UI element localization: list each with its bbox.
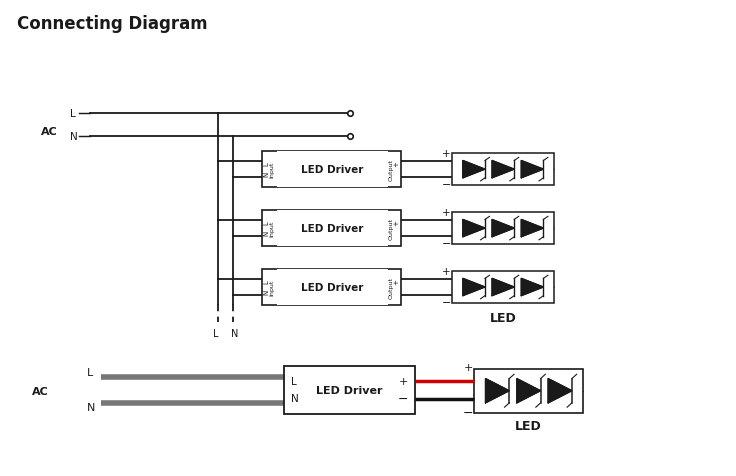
Polygon shape [492,279,514,296]
Text: N: N [70,132,78,142]
Text: LED Driver: LED Driver [301,282,364,292]
Polygon shape [463,220,485,237]
Polygon shape [492,161,514,178]
Text: LED: LED [515,419,542,432]
Bar [277,211,389,246]
Text: −: − [397,392,408,406]
Polygon shape [463,161,485,178]
Bar [262,211,401,246]
Text: LED Driver: LED Driver [301,224,364,234]
Polygon shape [517,379,541,403]
Text: Input: Input [269,162,274,178]
Polygon shape [548,379,572,403]
Text: LED Driver: LED Driver [301,165,364,175]
Text: L: L [263,279,269,283]
Text: L: L [291,376,297,386]
Text: L: L [213,328,219,338]
Text: +: + [394,219,400,226]
Bar [284,366,416,415]
Text: +: + [399,376,408,386]
Polygon shape [486,379,509,403]
Polygon shape [463,279,485,296]
Text: Input: Input [269,279,274,296]
Text: N: N [263,172,269,177]
Text: −: − [463,407,473,419]
Text: Connecting Diagram: Connecting Diagram [18,15,208,32]
Polygon shape [521,161,543,178]
Bar [452,154,554,186]
Text: N: N [263,289,269,295]
Text: +: + [464,363,473,373]
Bar [262,270,401,305]
Text: +: + [394,278,400,284]
Text: N: N [231,328,238,338]
Text: N: N [263,231,269,236]
Text: L: L [70,109,76,119]
Text: N: N [87,402,95,412]
Bar [474,369,584,413]
Text: L: L [263,162,269,166]
Text: L: L [87,367,93,377]
Text: +: + [394,161,400,167]
Text: +: + [442,149,450,159]
Bar [277,152,389,188]
Text: AC: AC [32,386,49,396]
Text: −: − [442,179,451,189]
Text: L: L [263,220,269,224]
Bar [452,213,554,244]
Polygon shape [521,279,543,296]
Text: Output: Output [389,218,394,239]
Text: +: + [442,208,450,218]
Text: AC: AC [40,127,57,137]
Text: LED Driver: LED Driver [316,385,383,395]
Text: −: − [442,298,451,307]
Text: Output: Output [389,277,394,298]
Bar [277,270,389,305]
Text: LED: LED [489,311,517,324]
Text: −: − [442,238,451,248]
Text: +: + [442,267,450,277]
Text: Output: Output [389,159,394,181]
Text: N: N [291,394,299,404]
Bar [262,152,401,188]
Polygon shape [492,220,514,237]
Bar [452,272,554,303]
Text: Input: Input [269,220,274,237]
Polygon shape [521,220,543,237]
